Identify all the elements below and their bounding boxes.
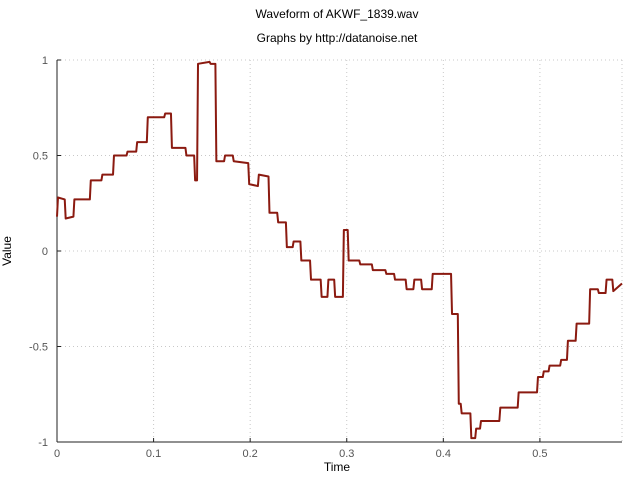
y-tick-label: 0.5: [33, 151, 48, 163]
x-tick-label: 0.3: [339, 448, 354, 460]
x-axis-label: Time: [324, 460, 351, 474]
x-tick-label: 0.5: [532, 448, 547, 460]
x-tick-label: 0.2: [243, 448, 258, 460]
chart-title: Waveform of AKWF_1839.wav: [256, 7, 419, 21]
x-tick-label: 0.4: [436, 448, 451, 460]
y-tick-label: -1: [38, 437, 48, 449]
chart-subtitle: Graphs by http://datanoise.net: [257, 31, 418, 45]
series-layer: [56, 60, 623, 440]
x-tick-label: 0: [54, 448, 60, 460]
axes: [56, 59, 622, 443]
tick-labels: 0 0.1 0.2 0.3 0.4 0.5 1 0.5 0 -0.5 -1: [29, 55, 548, 460]
y-tick-label: -0.5: [29, 342, 48, 354]
y-tick-label: 0: [42, 246, 48, 258]
x-tick-label: 0.1: [146, 448, 161, 460]
y-axis-label: Value: [0, 236, 14, 266]
y-tick-label: 1: [42, 55, 48, 67]
waveform-line: [56, 60, 623, 440]
